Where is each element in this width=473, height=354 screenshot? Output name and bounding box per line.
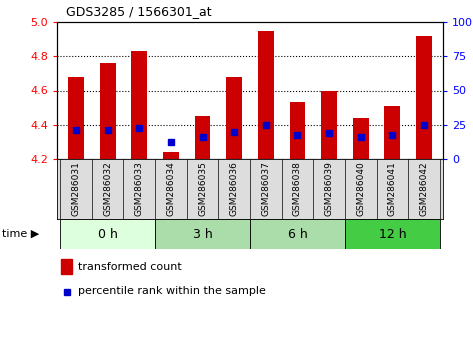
- Text: 6 h: 6 h: [288, 228, 307, 240]
- Text: GSM286040: GSM286040: [356, 162, 365, 216]
- Text: GSM286031: GSM286031: [71, 161, 80, 216]
- FancyBboxPatch shape: [345, 219, 440, 249]
- Bar: [163, 152, 179, 159]
- Text: transformed count: transformed count: [78, 262, 182, 272]
- Text: 3 h: 3 h: [193, 228, 212, 240]
- Bar: [68, 77, 84, 159]
- Bar: [131, 51, 147, 159]
- Bar: [353, 118, 368, 159]
- Text: 12 h: 12 h: [378, 228, 406, 240]
- Text: GSM286038: GSM286038: [293, 161, 302, 216]
- FancyBboxPatch shape: [250, 219, 345, 249]
- Bar: [194, 116, 210, 159]
- Bar: [100, 63, 115, 159]
- Bar: [321, 91, 337, 159]
- Text: GSM286035: GSM286035: [198, 161, 207, 216]
- Text: 0 h: 0 h: [98, 228, 118, 240]
- Bar: [258, 30, 274, 159]
- Text: percentile rank within the sample: percentile rank within the sample: [78, 286, 266, 297]
- Text: GSM286041: GSM286041: [388, 162, 397, 216]
- FancyBboxPatch shape: [60, 219, 155, 249]
- Bar: [289, 103, 306, 159]
- Text: GSM286042: GSM286042: [420, 162, 429, 216]
- Text: GSM286036: GSM286036: [230, 161, 239, 216]
- Text: time ▶: time ▶: [2, 229, 39, 239]
- Text: GSM286033: GSM286033: [135, 161, 144, 216]
- Bar: [416, 36, 432, 159]
- Bar: [61, 259, 72, 274]
- Text: GSM286034: GSM286034: [166, 162, 175, 216]
- Text: GDS3285 / 1566301_at: GDS3285 / 1566301_at: [67, 5, 212, 18]
- FancyBboxPatch shape: [155, 219, 250, 249]
- Text: GSM286039: GSM286039: [324, 161, 333, 216]
- Bar: [226, 77, 242, 159]
- Text: GSM286032: GSM286032: [103, 162, 112, 216]
- Bar: [385, 106, 400, 159]
- Text: GSM286037: GSM286037: [261, 161, 271, 216]
